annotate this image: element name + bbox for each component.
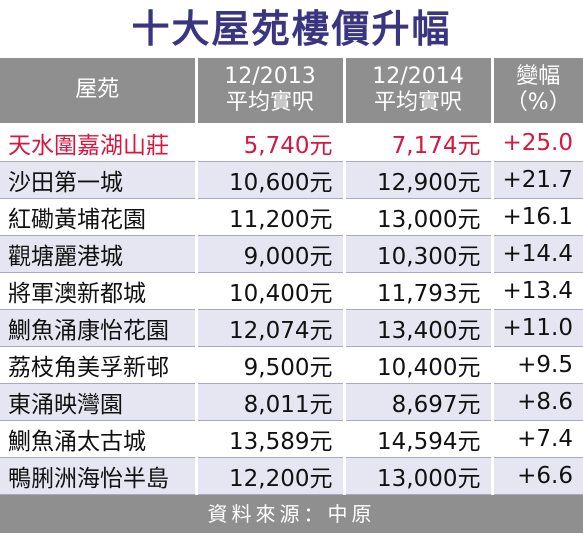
price-2014-cell: 11,793元 xyxy=(344,272,494,309)
estate-name-cell: 荔枝角美孚新邨 xyxy=(0,346,198,383)
change-cell: +16.1 xyxy=(502,203,573,230)
table-row: 紅磡黃埔花園 11,200元 13,000元 +16.1 xyxy=(0,198,583,235)
table-row: 沙田第一城 10,600元 12,900元 +21.7 xyxy=(0,161,583,198)
table-row: 鰂魚涌太古城 13,589元 14,594元 +7.4 xyxy=(0,420,583,457)
change-cell: +9.5 xyxy=(517,351,573,378)
price-2014-cell: 13,000元 xyxy=(344,198,494,235)
price-2013-cell: 12,200元 xyxy=(196,457,346,494)
change-cell: +11.0 xyxy=(502,314,573,341)
price-2014-cell: 13,400元 xyxy=(344,309,494,346)
change-cell: +21.7 xyxy=(502,166,573,193)
estate-name-cell: 沙田第一城 xyxy=(0,161,198,198)
change-cell: +6.6 xyxy=(517,462,573,489)
table-header-row: 屋苑 12/2013 平均實呎 12/2014 平均實呎 變幅 （%） xyxy=(0,58,583,126)
table-row: 天水圍嘉湖山莊 5,740元 7,174元 +25.0 xyxy=(0,124,583,161)
source-note: 資料來源：中原 xyxy=(0,494,583,533)
header-price-2014: 12/2014 平均實呎 xyxy=(344,58,494,126)
estate-name-cell: 觀塘麗港城 xyxy=(0,235,198,272)
price-2014-cell: 13,000元 xyxy=(344,457,494,494)
header-estate: 屋苑 xyxy=(0,58,198,126)
price-2014-cell: 12,900元 xyxy=(344,161,494,198)
estate-name-cell: 紅磡黃埔花園 xyxy=(0,198,198,235)
price-2013-cell: 11,200元 xyxy=(196,198,346,235)
price-2014-cell: 14,594元 xyxy=(344,420,494,457)
estate-name-cell: 鰂魚涌太古城 xyxy=(0,420,198,457)
price-2013-cell: 8,011元 xyxy=(196,383,346,420)
estate-name-cell: 天水圍嘉湖山莊 xyxy=(0,124,198,161)
page-title: 十大屋苑樓價升幅 xyxy=(131,7,452,51)
table-row: 觀塘麗港城 9,000元 10,300元 +14.4 xyxy=(0,235,583,272)
change-cell: +25.0 xyxy=(502,130,573,156)
estate-name-cell: 鴨脷洲海怡半島 xyxy=(0,457,198,494)
change-cell: +8.6 xyxy=(517,388,573,415)
header-price-2013: 12/2013 平均實呎 xyxy=(196,58,346,126)
price-2013-cell: 12,074元 xyxy=(196,309,346,346)
change-cell: +7.4 xyxy=(517,425,573,452)
header-change: 變幅 （%） xyxy=(492,58,583,126)
price-2014-cell: 10,300元 xyxy=(344,235,494,272)
price-2013-cell: 9,500元 xyxy=(196,346,346,383)
price-2013-cell: 10,600元 xyxy=(196,161,346,198)
change-cell: +13.4 xyxy=(502,277,573,304)
price-2013-cell: 10,400元 xyxy=(196,272,346,309)
estate-name-cell: 鰂魚涌康怡花園 xyxy=(0,309,198,346)
table-row: 東涌映灣園 8,011元 8,697元 +8.6 xyxy=(0,383,583,420)
table-row: 鰂魚涌康怡花園 12,074元 13,400元 +11.0 xyxy=(0,309,583,346)
price-2013-cell: 13,589元 xyxy=(196,420,346,457)
price-table: 屋苑 12/2013 平均實呎 12/2014 平均實呎 變幅 （%） 天水圍嘉… xyxy=(0,58,583,495)
change-cell: +14.4 xyxy=(502,240,573,267)
estate-name-cell: 東涌映灣園 xyxy=(0,383,198,420)
table-row: 將軍澳新都城 10,400元 11,793元 +13.4 xyxy=(0,272,583,309)
price-2014-cell: 10,400元 xyxy=(344,346,494,383)
price-2014-cell: 7,174元 xyxy=(344,124,494,161)
table-row: 鴨脷洲海怡半島 12,200元 13,000元 +6.6 xyxy=(0,457,583,494)
table-row: 荔枝角美孚新邨 9,500元 10,400元 +9.5 xyxy=(0,346,583,383)
price-2014-cell: 8,697元 xyxy=(344,383,494,420)
price-2013-cell: 9,000元 xyxy=(196,235,346,272)
price-2013-cell: 5,740元 xyxy=(196,124,346,161)
estate-name-cell: 將軍澳新都城 xyxy=(0,272,198,309)
